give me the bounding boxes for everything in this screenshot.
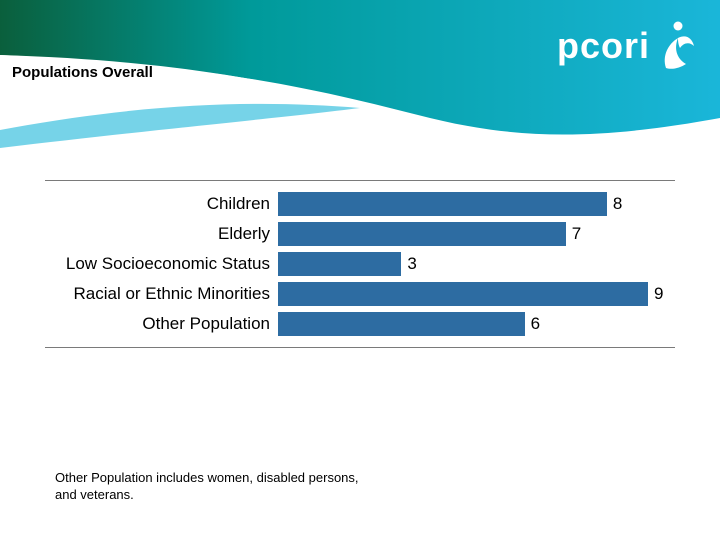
- chart-bar-cell: 6: [278, 312, 675, 336]
- chart-value: 6: [531, 314, 540, 334]
- chart-row: Children 8: [45, 189, 675, 219]
- chart-value: 8: [613, 194, 622, 214]
- logo-text: pcori: [557, 25, 650, 67]
- chart-row: Other Population 6: [45, 309, 675, 339]
- chart-row-label: Low Socioeconomic Status: [45, 254, 278, 274]
- chart-row-label: Children: [45, 194, 278, 214]
- chart-row-label: Elderly: [45, 224, 278, 244]
- chart-top-rule: [45, 180, 675, 181]
- populations-bar-chart: Children 8 Elderly 7 Low Socioeconomic Statu…: [45, 180, 675, 348]
- chart-value: 3: [407, 254, 416, 274]
- header-banner: Populations Overall pcori: [0, 0, 720, 150]
- footnote-text: Other Population includes women, disable…: [55, 470, 375, 504]
- brand-logo: pcori: [557, 18, 696, 74]
- chart-row: Elderly 7: [45, 219, 675, 249]
- chart-bar: [278, 282, 648, 306]
- page-title: Populations Overall: [12, 64, 153, 81]
- chart-row-label: Racial or Ethnic Minorities: [45, 284, 278, 304]
- chart-bar: [278, 252, 401, 276]
- chart-bar: [278, 312, 525, 336]
- chart-bar: [278, 192, 607, 216]
- chart-bottom-rule: [45, 347, 675, 348]
- chart-row-label: Other Population: [45, 314, 278, 334]
- chart-bar: [278, 222, 566, 246]
- chart-value: 7: [572, 224, 581, 244]
- chart-row: Low Socioeconomic Status 3: [45, 249, 675, 279]
- chart-bar-cell: 9: [278, 282, 675, 306]
- chart-bar-cell: 8: [278, 192, 675, 216]
- logo-figure-icon: [656, 18, 696, 74]
- chart-value: 9: [654, 284, 663, 304]
- chart-bar-cell: 3: [278, 252, 675, 276]
- chart-row: Racial or Ethnic Minorities 9: [45, 279, 675, 309]
- chart-bar-cell: 7: [278, 222, 675, 246]
